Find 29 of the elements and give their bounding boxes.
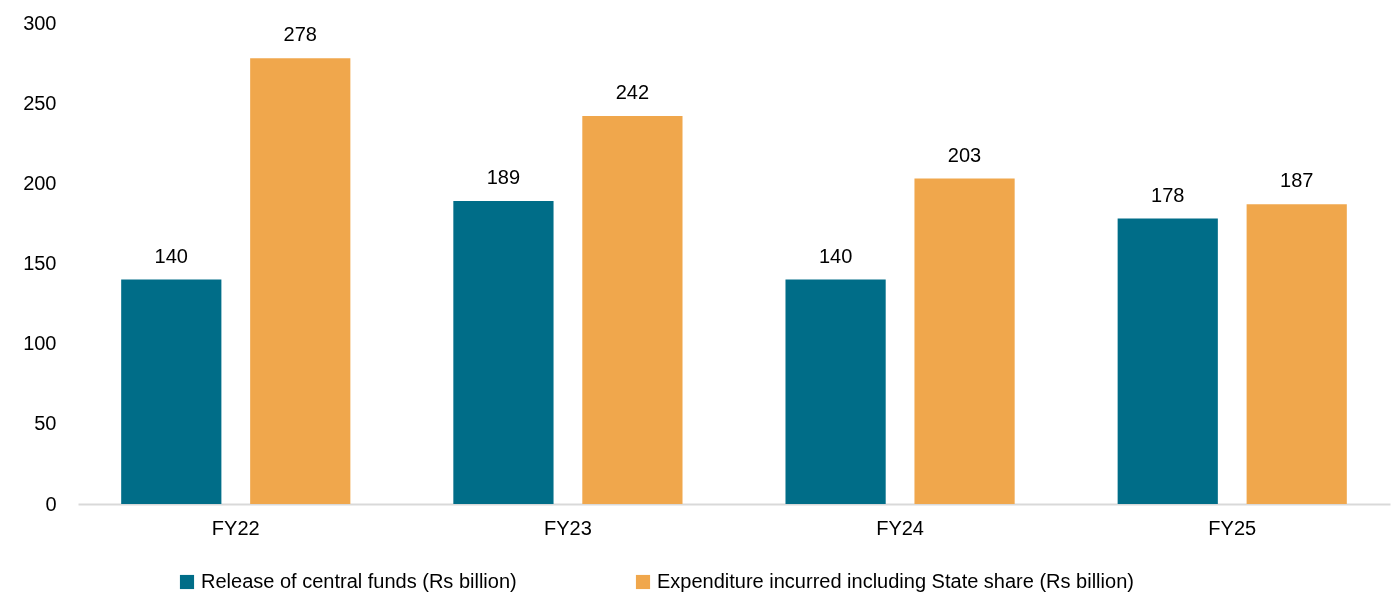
bar xyxy=(785,279,886,504)
y-tick-label: 100 xyxy=(23,332,57,355)
x-tick-label: FY24 xyxy=(876,516,924,539)
x-tick-label: FY25 xyxy=(1208,516,1257,539)
legend-label: Expenditure incurred including State share (Rs billion) xyxy=(657,570,1134,592)
bar xyxy=(453,200,554,504)
data-label: 178 xyxy=(1151,183,1185,206)
bar xyxy=(250,58,351,504)
x-tick-label: FY22 xyxy=(211,516,260,539)
data-label: 140 xyxy=(818,244,853,267)
bar xyxy=(121,279,222,504)
data-label: 242 xyxy=(615,80,650,103)
y-tick-label: 250 xyxy=(23,91,57,114)
data-label: 187 xyxy=(1280,169,1314,192)
bar xyxy=(1117,218,1218,504)
data-label: 278 xyxy=(283,23,317,46)
data-label: 189 xyxy=(486,165,521,188)
data-label: 203 xyxy=(947,143,982,166)
y-tick-label: 0 xyxy=(45,492,57,515)
y-tick-label: 50 xyxy=(34,412,57,435)
y-tick-label: 200 xyxy=(23,171,57,194)
y-tick-label: 150 xyxy=(23,252,57,274)
data-label: 140 xyxy=(154,244,188,267)
bar xyxy=(1246,204,1347,504)
bar xyxy=(582,115,683,504)
y-tick-label: 300 xyxy=(23,11,57,34)
bar xyxy=(914,178,1015,504)
legend-label: Release of central funds (Rs billion) xyxy=(201,570,517,592)
x-tick-label: FY23 xyxy=(544,516,592,539)
